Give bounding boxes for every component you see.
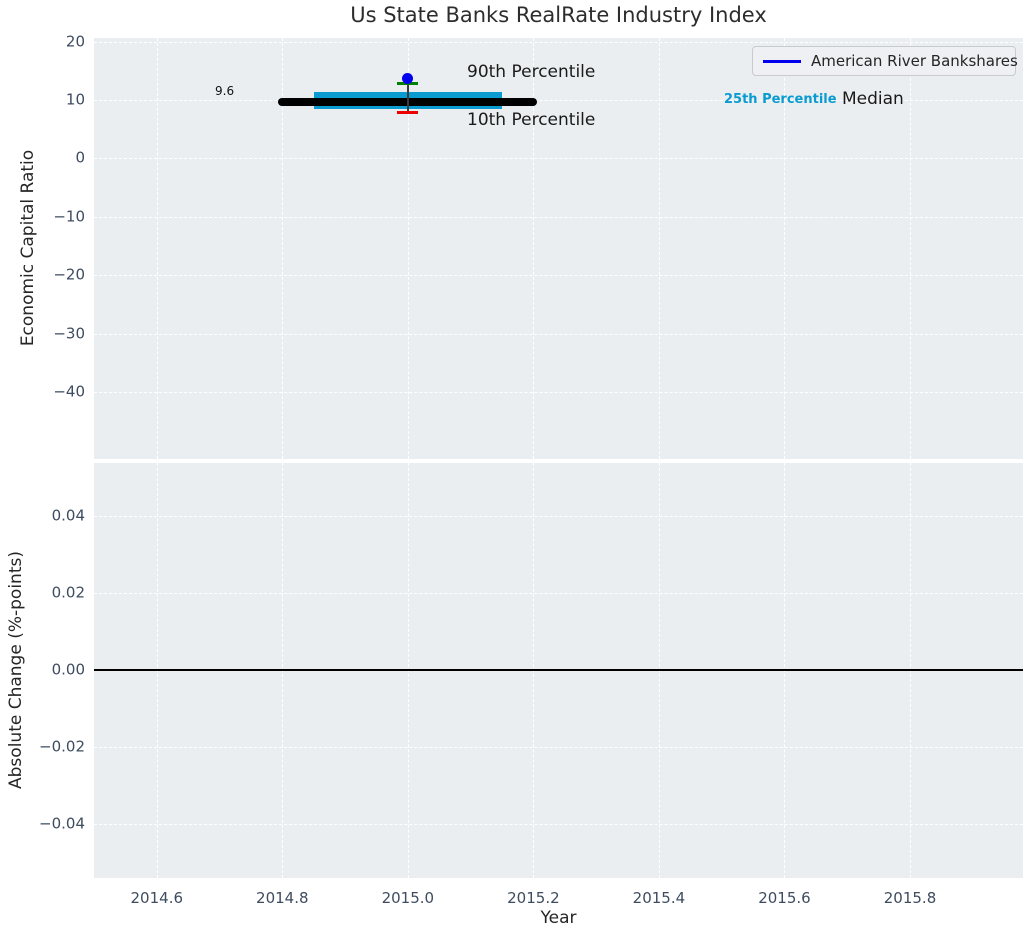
- gridline-horizontal: [94, 747, 1023, 749]
- y-tick-label: 0.02: [51, 583, 85, 602]
- gridline-vertical: [910, 38, 911, 459]
- median-annotation: Median: [842, 89, 904, 109]
- y-axis-label-bottom: Absolute Change (%-points): [5, 551, 26, 789]
- errorbar-line: [407, 78, 409, 113]
- x-tick-label: 2014.6: [130, 889, 184, 907]
- legend: American River Bankshares: [752, 46, 1018, 76]
- top-panel: [94, 38, 1023, 459]
- gridline-horizontal: [94, 824, 1023, 826]
- y-tick-label: −0.04: [39, 814, 85, 833]
- y-tick-label: 0.00: [51, 660, 85, 679]
- x-tick-label: 2015.0: [381, 889, 435, 907]
- y-tick-label: 0: [75, 149, 85, 168]
- p10-annotation: 10th Percentile: [467, 110, 596, 130]
- gridline-horizontal: [94, 216, 1023, 218]
- zero-line: [94, 669, 1023, 672]
- gridline-horizontal: [94, 392, 1023, 394]
- x-tick-label: 2015.6: [758, 889, 811, 907]
- gridline-horizontal: [94, 593, 1023, 595]
- x-tick-label: 2015.8: [883, 889, 937, 907]
- y-tick-label: −40: [53, 382, 85, 401]
- gridline-horizontal: [94, 99, 1023, 101]
- y-tick-label: −20: [53, 266, 85, 285]
- x-tick-label: 2014.8: [256, 889, 309, 907]
- gridline-horizontal: [94, 158, 1023, 160]
- median-value-annotation: 9.6: [215, 84, 235, 98]
- x-axis-label: Year: [540, 908, 577, 928]
- gridline-horizontal: [94, 41, 1023, 43]
- legend-label: American River Bankshares: [811, 52, 1018, 70]
- gridline-vertical: [407, 38, 409, 459]
- x-tick-label: 2015.2: [507, 889, 560, 907]
- gridline-vertical: [784, 38, 786, 459]
- gridline-vertical: [282, 38, 284, 459]
- chart-title: Us State Banks RealRate Industry Index: [350, 3, 767, 27]
- gridline-horizontal: [94, 275, 1023, 277]
- legend-line-swatch: [763, 59, 801, 63]
- y-axis-label-top: Economic Capital Ratio: [17, 149, 38, 347]
- p90-annotation: 90th Percentile: [467, 62, 596, 82]
- y-tick-label: 10: [65, 90, 85, 109]
- p10-cap: [397, 111, 419, 115]
- y-tick-label: 0.04: [51, 506, 85, 525]
- gridline-vertical: [658, 38, 660, 459]
- x-tick-label: 2015.4: [632, 889, 686, 907]
- y-tick-label: −0.02: [39, 737, 85, 756]
- y-tick-label: −30: [53, 324, 85, 343]
- gridline-vertical: [533, 38, 535, 459]
- p25-annotation: 25th Percentile: [724, 92, 837, 107]
- gridline-vertical: [156, 38, 158, 459]
- gridline-horizontal: [94, 516, 1023, 518]
- y-tick-label: −10: [53, 207, 85, 226]
- company-dot: [402, 73, 414, 85]
- gridline-horizontal: [94, 333, 1023, 335]
- y-tick-label: 20: [65, 32, 85, 51]
